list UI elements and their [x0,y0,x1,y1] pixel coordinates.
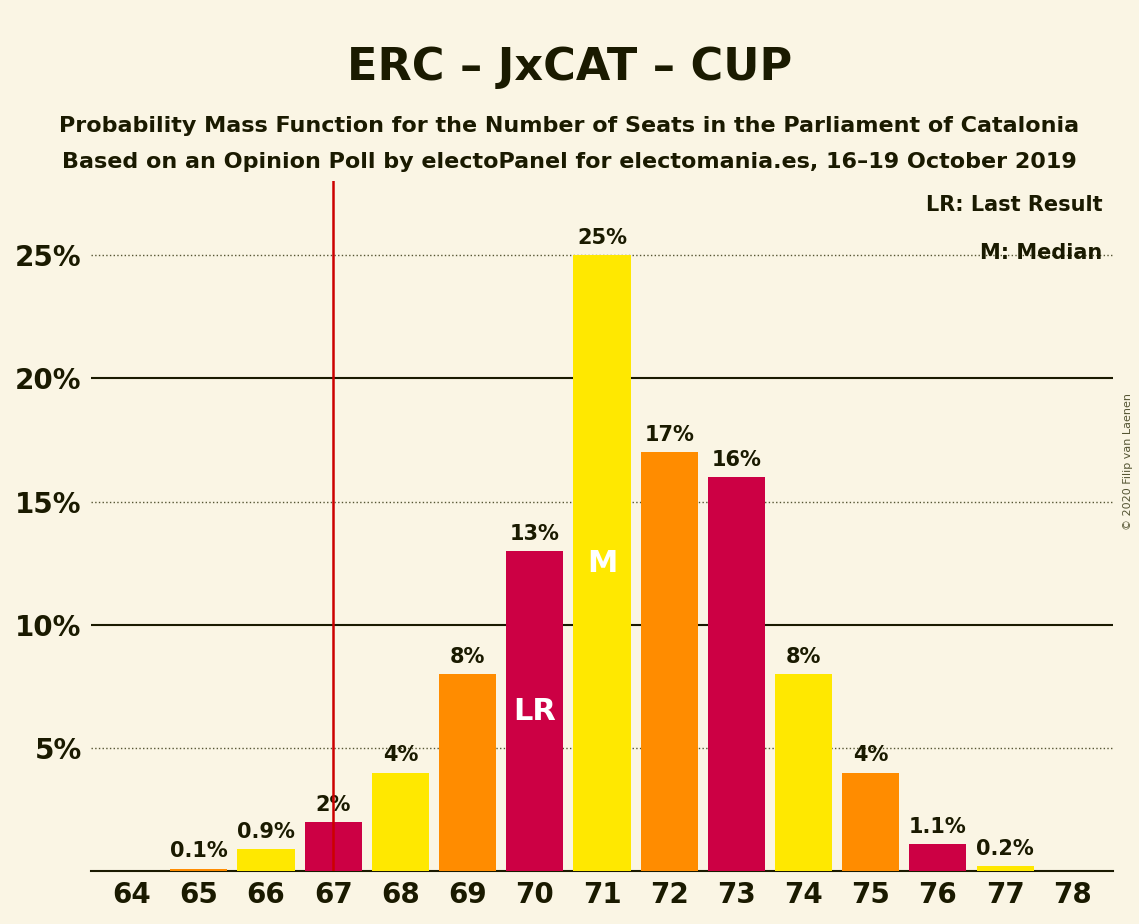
Text: 25%: 25% [577,228,626,248]
Text: 0.2%: 0.2% [976,839,1034,859]
Bar [171,869,228,871]
Bar [573,255,631,871]
Bar [775,675,833,871]
Text: 1.1%: 1.1% [909,817,967,837]
Bar [640,453,698,871]
Text: Probability Mass Function for the Number of Seats in the Parliament of Catalonia: Probability Mass Function for the Number… [59,116,1080,136]
Text: © 2020 Filip van Laenen: © 2020 Filip van Laenen [1123,394,1133,530]
Text: M: Median: M: Median [981,243,1103,263]
Text: 16%: 16% [712,450,761,469]
Text: LR: LR [514,697,556,725]
Bar [976,867,1034,871]
Text: 8%: 8% [786,647,821,667]
Bar [371,772,429,871]
Text: 13%: 13% [510,524,559,543]
Bar [909,845,967,871]
Text: 8%: 8% [450,647,485,667]
Text: 0.1%: 0.1% [170,842,228,861]
Bar [304,822,362,871]
Text: 0.9%: 0.9% [237,821,295,842]
Text: 4%: 4% [853,746,888,765]
Bar [506,551,564,871]
Bar [842,772,900,871]
Text: 4%: 4% [383,746,418,765]
Text: 2%: 2% [316,795,351,815]
Text: LR: Last Result: LR: Last Result [926,195,1103,215]
Text: 17%: 17% [645,425,694,445]
Text: M: M [587,549,617,578]
Bar [238,849,295,871]
Bar [707,477,765,871]
Text: ERC – JxCAT – CUP: ERC – JxCAT – CUP [347,46,792,90]
Text: Based on an Opinion Poll by electoPanel for electomania.es, 16–19 October 2019: Based on an Opinion Poll by electoPanel … [63,152,1076,173]
Bar [439,675,497,871]
